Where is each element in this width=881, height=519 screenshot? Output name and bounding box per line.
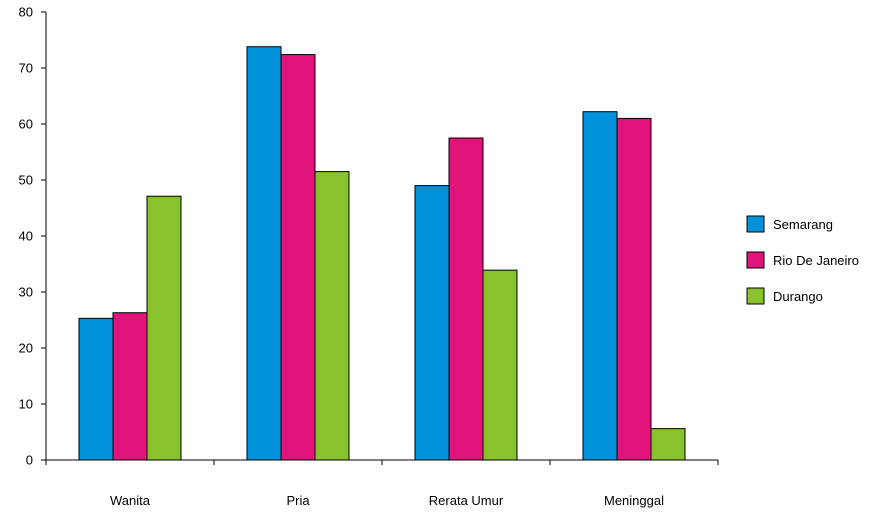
bar-semarang-wanita: [78, 317, 114, 461]
bar-durango-rerata-umur: [482, 269, 518, 461]
x-tick-label: Pria: [286, 493, 310, 508]
legend: Semarang Rio De Janeiro Durango: [746, 215, 859, 305]
bar-rio-de-janeiro-wanita: [112, 312, 148, 461]
legend-label: Durango: [773, 289, 823, 304]
bar-durango-meninggal: [650, 428, 686, 461]
y-tick-label: 60: [19, 117, 33, 132]
y-tick-label: 50: [19, 173, 33, 188]
y-tick-label: 40: [19, 229, 33, 244]
bar-durango-pria: [314, 171, 350, 461]
y-tick-label: 10: [19, 397, 33, 412]
legend-label: Rio De Janeiro: [773, 253, 859, 268]
bars: [78, 46, 686, 461]
x-tick-label: Rerata Umur: [429, 493, 504, 508]
bar-rio-de-janeiro-pria: [280, 54, 316, 461]
y-tick-label: 30: [19, 285, 33, 300]
y-tick-label: 70: [19, 61, 33, 76]
legend-label: Semarang: [773, 217, 833, 232]
legend-swatch: [746, 287, 765, 305]
x-axis: Wanita Pria Rerata Umur Meninggal: [45, 459, 719, 508]
legend-swatch: [746, 215, 765, 233]
legend-swatch: [746, 251, 765, 269]
bar-semarang-pria: [246, 46, 282, 461]
bar-semarang-meninggal: [582, 111, 618, 461]
y-tick-label: 0: [26, 453, 33, 468]
y-tick-label: 20: [19, 341, 33, 356]
bar-semarang-rerata-umur: [414, 185, 450, 461]
y-tick-label: 80: [19, 5, 33, 20]
bar-rio-de-janeiro-meninggal: [616, 117, 652, 461]
x-tick-label: Meninggal: [604, 493, 664, 508]
x-tick-label: Wanita: [110, 493, 151, 508]
bar-rio-de-janeiro-rerata-umur: [448, 137, 484, 461]
y-axis: 0 10 20 30 40 50 60 70 80: [19, 5, 47, 468]
bar-durango-wanita: [146, 195, 182, 461]
